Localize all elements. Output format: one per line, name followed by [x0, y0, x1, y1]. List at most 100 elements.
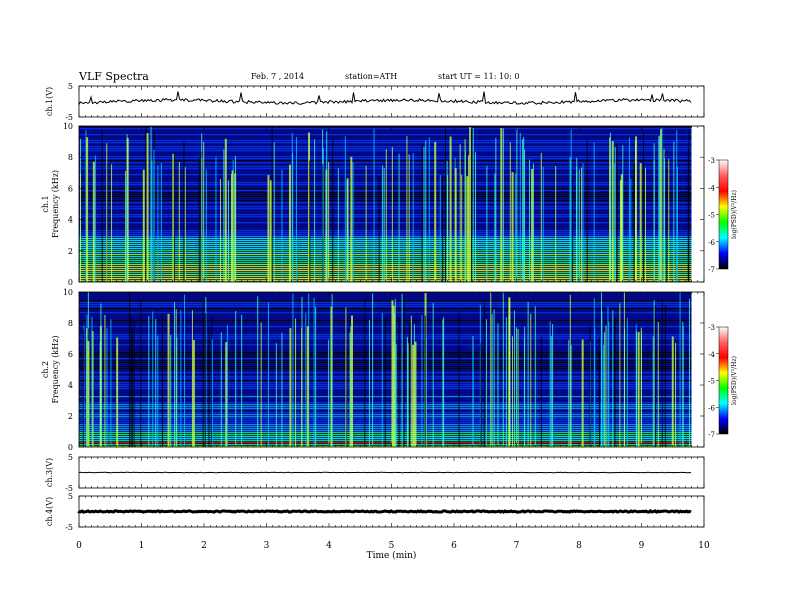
spectrogram-burst [424, 315, 426, 447]
spectrogram-burst [174, 302, 176, 447]
spectrogram-burst [157, 165, 159, 282]
spectrogram-burst [152, 311, 154, 447]
x-axis-label: Time (min) [367, 550, 417, 561]
spectrogram-burst [614, 316, 616, 447]
spectrogram-burst [314, 139, 316, 282]
spectrogram-burst [485, 319, 487, 447]
spectrogram-burst [446, 160, 448, 282]
spectrogram-burst [373, 129, 375, 282]
spectrogram-band [79, 300, 692, 302]
spectrogram-burst [208, 326, 210, 447]
spectrogram-burst [679, 292, 681, 447]
spectrogram-burst [421, 143, 423, 282]
spectrogram-burst [643, 133, 645, 282]
spectrogram-burst [200, 151, 202, 282]
spectrogram-band [79, 256, 692, 258]
spectrogram-burst [204, 313, 206, 447]
spectrogram-burst [490, 292, 492, 447]
spectrogram-burst [659, 135, 661, 282]
spectrogram-burst [231, 170, 234, 282]
spectrogram-burst [86, 314, 88, 447]
spectrogram-burst [372, 292, 374, 447]
spectrogram-burst [126, 138, 129, 282]
spectrogram-burst [184, 294, 186, 447]
spectrogram-burst [581, 339, 584, 447]
spectrogram-burst [269, 180, 272, 282]
spectrogram-burst [635, 136, 638, 282]
spectrogram-burst [332, 138, 334, 282]
colorbar-tick-label: -6 [708, 239, 715, 247]
spectrogram-burst [658, 136, 660, 282]
spectrogram-burst [414, 341, 417, 447]
y-tick-label: -5 [65, 484, 73, 493]
spectrogram-burst [322, 148, 324, 282]
spectrogram-burst [291, 132, 293, 282]
spectrogram-band [79, 308, 692, 310]
spectrogram-burst [401, 293, 403, 447]
spectrogram-burst [608, 321, 610, 447]
y-tick-label: 10 [63, 288, 73, 297]
spectrogram-burst [173, 151, 175, 282]
spectrogram-burst [425, 337, 427, 447]
spectrogram-burst [391, 147, 393, 282]
spectrogram-burst [516, 127, 518, 283]
spectrogram-burst [668, 158, 670, 282]
spectrogram-burst [639, 163, 642, 282]
spectrogram-burst [350, 326, 352, 447]
spectrogram-burst [408, 323, 410, 447]
spectrogram-band [79, 252, 692, 254]
x-tick-label: 2 [201, 541, 207, 551]
spectrogram-burst [178, 161, 180, 282]
spectrogram-burst [442, 319, 444, 447]
spectrogram-burst [637, 332, 640, 447]
x-tick-label: 3 [264, 541, 270, 551]
spectrogram-burst [479, 305, 481, 447]
spectrogram-burst [350, 156, 353, 282]
spectrogram-burst [412, 152, 414, 282]
spectrogram-burst [522, 139, 524, 282]
date-label: Feb. 7 , 2014 [251, 72, 305, 81]
spectrogram-burst [223, 149, 225, 282]
spectrogram-burst [191, 310, 193, 447]
spectrogram-burst [494, 173, 496, 282]
spectrogram-burst [653, 159, 655, 282]
spectrogram-burst [459, 144, 461, 282]
spectrogram-burst [215, 156, 217, 282]
spectrogram-burst [281, 169, 283, 282]
spectrogram-band [79, 164, 692, 166]
spectrogram-burst [540, 336, 542, 447]
spectrogram-burst [502, 128, 504, 282]
spectrogram-burst [295, 318, 297, 447]
spectrogram-band [79, 218, 692, 220]
spectrogram-band [79, 180, 692, 182]
spectrogram-burst [91, 331, 94, 447]
spectrogram-burst [652, 336, 654, 447]
spectrogram-burst [570, 345, 572, 447]
spectrogram-band [79, 202, 692, 204]
spectrogram-band [79, 228, 692, 230]
spectrogram-burst [682, 326, 684, 447]
spectrogram-band [79, 190, 692, 192]
spectrogram-burst [480, 343, 482, 447]
spectrogram-burst [184, 167, 186, 282]
spectrogram-burst [106, 143, 108, 282]
spectrogram-burst [281, 332, 283, 447]
spectrogram-burst [442, 176, 444, 282]
spectrogram-burst [364, 298, 366, 447]
spectrogram-burst [345, 307, 347, 447]
spectrogram-burst [661, 299, 663, 447]
spectrogram-burst [569, 294, 571, 447]
spectrogram-burst [549, 321, 551, 447]
spectrogram-band [79, 230, 692, 232]
spectrogram-burst [180, 309, 182, 447]
spectrogram-burst [630, 178, 632, 282]
spectrogram-burst [125, 170, 127, 282]
spectrogram-band [79, 148, 692, 150]
spectrogram-burst [472, 343, 474, 447]
spectrogram-burst [79, 173, 81, 282]
spectrogram-burst [326, 131, 328, 282]
spectrogram-burst [198, 157, 200, 282]
spectrogram-burst [406, 336, 408, 447]
spectrogram-burst [524, 326, 526, 447]
